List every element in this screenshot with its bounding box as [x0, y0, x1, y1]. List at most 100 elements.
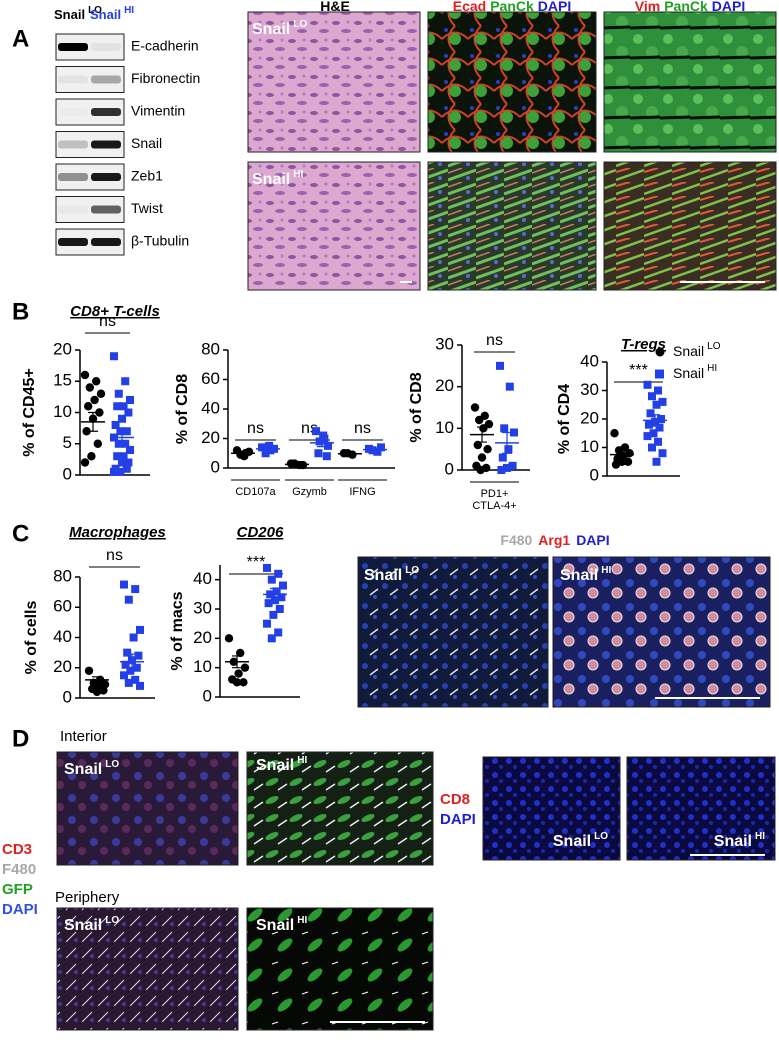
image-label-name: Snail — [64, 761, 102, 778]
data-point — [236, 648, 245, 658]
image-label: Snail HI — [256, 755, 307, 775]
data-point — [126, 446, 134, 454]
error-bar — [117, 430, 127, 445]
micrograph — [552, 556, 771, 708]
image-label-sup: LO — [293, 19, 307, 30]
error-bar — [270, 587, 280, 601]
blot-band — [91, 140, 121, 149]
data-point — [120, 580, 128, 589]
y-tick-label: 40 — [201, 398, 220, 417]
image-label-name: Snail — [256, 757, 294, 774]
title-part: DAPI — [576, 532, 609, 548]
blot-band — [91, 173, 121, 181]
data-point — [263, 563, 271, 572]
data-point — [113, 452, 122, 461]
image-label-sup: LO — [105, 915, 119, 926]
protein-label: Snail — [131, 135, 162, 151]
data-point — [85, 383, 95, 392]
error-bar — [317, 438, 327, 448]
image-label: Snail LO — [364, 565, 419, 585]
data-point — [657, 415, 665, 423]
image-label-name: Snail — [553, 833, 591, 850]
data-point — [84, 402, 93, 411]
data-point — [377, 443, 385, 452]
data-point — [267, 575, 276, 584]
data-point — [124, 678, 133, 687]
heading-part: PanCk — [664, 0, 708, 14]
significance: ns — [247, 420, 264, 437]
y-axis-label: % of CD4 — [556, 384, 573, 454]
image-label-sup: LO — [594, 831, 608, 842]
data-point — [658, 449, 667, 458]
data-point — [126, 396, 134, 404]
lane-label-name: Snail — [90, 7, 121, 22]
image-label: Snail HI — [560, 565, 611, 585]
blot-band — [91, 108, 121, 116]
group-label: CD107a — [235, 486, 276, 498]
heading-part: H&E — [320, 0, 350, 14]
data-point — [136, 681, 144, 690]
data-point — [114, 439, 123, 448]
column-heading: Vim PanCk DAPI — [635, 0, 745, 14]
image-label-sup: HI — [755, 831, 765, 842]
data-point — [261, 449, 270, 458]
data-point — [96, 389, 106, 398]
data-point — [116, 467, 125, 476]
image-label-name: Snail — [560, 567, 598, 584]
data-point — [126, 666, 135, 675]
data-point — [120, 671, 128, 680]
data-point — [80, 370, 90, 380]
blot-band — [58, 173, 88, 181]
significance: ns — [106, 547, 123, 564]
data-point — [95, 408, 104, 417]
data-point — [124, 408, 133, 417]
micrograph — [247, 161, 421, 291]
y-tick-label: 15 — [53, 371, 72, 390]
data-point — [121, 439, 130, 448]
group-label: CTLA-4+ — [472, 500, 516, 512]
data-point — [314, 449, 323, 458]
data-point — [655, 423, 664, 432]
image-label: Snail HI — [256, 915, 307, 935]
significance: *** — [247, 554, 266, 571]
data-point — [646, 409, 655, 418]
blot-band — [91, 43, 121, 51]
data-point — [654, 437, 662, 446]
data-point — [87, 452, 96, 461]
blot-band — [58, 75, 88, 84]
legend-label: Snail LO — [673, 341, 721, 359]
image-label-name: Snail — [252, 171, 290, 188]
lane-label: Snail LO — [54, 5, 102, 23]
data-point — [84, 666, 94, 675]
significance: ns — [99, 313, 116, 330]
significance: ns — [486, 332, 503, 349]
column-heading: Ecad PanCk DAPI — [453, 0, 572, 14]
y-axis-label: % of macs — [169, 591, 186, 670]
image-label-name: Snail — [714, 833, 752, 850]
lane-label-name: Snail — [54, 7, 85, 22]
section-label: Periphery — [55, 889, 120, 906]
section-label: Interior — [60, 728, 107, 745]
chart-title: CD206 — [237, 524, 284, 541]
data-point — [643, 380, 652, 389]
image-label: Snail LO — [553, 831, 608, 851]
data-point — [503, 463, 511, 472]
lane-label-sup: HI — [124, 5, 134, 16]
data-point — [264, 599, 273, 608]
data-point — [118, 458, 126, 467]
y-tick-label: 40 — [53, 627, 72, 646]
data-point — [477, 453, 487, 462]
blot-band — [58, 238, 88, 246]
significance: *** — [629, 362, 648, 379]
error-bar — [88, 411, 98, 432]
data-point — [116, 427, 125, 436]
y-axis-label: % of cells — [23, 601, 40, 675]
legend-label-sup: HI — [707, 363, 717, 374]
data-point — [240, 663, 250, 672]
image-label: Snail HI — [252, 169, 303, 189]
stain-label: CD8 — [440, 791, 470, 808]
data-point — [124, 595, 133, 604]
data-point — [649, 429, 658, 438]
micrograph — [246, 751, 434, 866]
stain-label: GFP — [2, 881, 33, 898]
